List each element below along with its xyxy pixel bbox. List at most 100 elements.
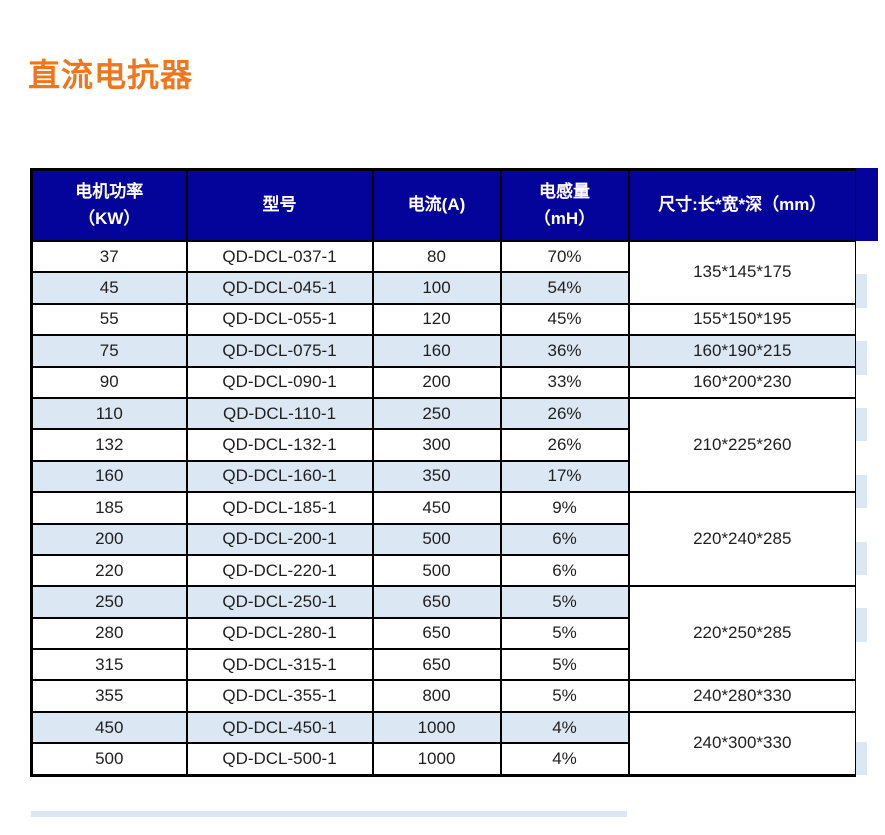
power-cell: 185 xyxy=(30,491,188,525)
model-cell: QD-DCL-055-1 xyxy=(185,302,374,337)
model-cell: QD-DCL-132-1 xyxy=(185,428,374,462)
current-cell: 80 xyxy=(371,239,502,274)
size-cell: 155*150*195 xyxy=(627,302,858,337)
current-cell: 300 xyxy=(371,428,502,462)
power-cell: 450 xyxy=(30,710,188,745)
header-model-label: 型号 xyxy=(262,195,297,215)
table-row: 200 QD-DCL-200-1 500 6% xyxy=(30,522,857,556)
inductance-cell: 5% xyxy=(499,679,630,713)
fragment-row-sliver xyxy=(856,241,867,275)
header-cell-inductance: 电感量 （mH） xyxy=(499,168,630,242)
cropped-next-row-fragment xyxy=(31,811,627,817)
spec-table-body: 37 QD-DCL-037-1 80 70% 135*145*175 45 QD-DCL-0… xyxy=(30,239,858,777)
power-cell: 160 xyxy=(30,459,188,494)
inductance-cell: 5% xyxy=(499,616,630,651)
current-cell: 500 xyxy=(371,522,502,556)
fragment-row-sliver xyxy=(856,574,867,609)
inductance-cell: 6% xyxy=(499,553,630,588)
table-row: 132 QD-DCL-132-1 300 26% xyxy=(30,428,857,462)
current-cell: 1000 xyxy=(371,742,502,777)
inductance-cell: 26% xyxy=(499,396,630,431)
inductance-cell: 5% xyxy=(499,585,630,619)
page-title: 直流电抗器 xyxy=(28,57,194,93)
cropped-next-column-fragment xyxy=(856,168,882,809)
model-cell: QD-DCL-220-1 xyxy=(185,553,374,588)
power-cell: 280 xyxy=(30,616,188,651)
fragment-row-sliver xyxy=(856,775,867,809)
current-cell: 350 xyxy=(371,459,502,494)
model-cell: QD-DCL-110-1 xyxy=(185,396,374,431)
header-cell-current: 电流(A) xyxy=(371,168,502,242)
fragment-row-sliver xyxy=(856,374,867,408)
power-cell: 110 xyxy=(30,396,188,431)
size-cell: 135*145*175 xyxy=(627,240,858,305)
table-row: 280 QD-DCL-280-1 650 5% xyxy=(30,616,857,651)
size-cell: 240*280*330 xyxy=(627,679,858,713)
table-row: 250 QD-DCL-250-1 650 5% 220*250*285 xyxy=(30,585,858,682)
table-row: 185 QD-DCL-185-1 450 9% 220*240*285 xyxy=(30,491,858,588)
model-cell: QD-DCL-500-1 xyxy=(185,742,374,777)
fragment-row-sliver xyxy=(856,608,867,642)
model-cell: QD-DCL-280-1 xyxy=(185,616,374,651)
table-row: 355 QD-DCL-355-1 800 5% 240*280*330 xyxy=(30,679,858,713)
table-row: 315 QD-DCL-315-1 650 5% xyxy=(30,648,857,682)
current-cell: 250 xyxy=(371,396,502,431)
current-cell: 650 xyxy=(371,648,502,682)
current-cell: 650 xyxy=(371,616,502,651)
table-row: 37 QD-DCL-037-1 80 70% 135*145*175 xyxy=(30,239,858,305)
current-cell: 120 xyxy=(371,302,502,337)
model-cell: QD-DCL-037-1 xyxy=(185,239,374,274)
size-cell: 240*300*330 xyxy=(627,710,858,777)
model-cell: QD-DCL-090-1 xyxy=(185,365,374,399)
spec-table: 电机功率 （KW） 型号 电流(A) 电感量 （mH） 尺寸:长*宽*深（mm）… xyxy=(30,168,858,777)
power-cell: 132 xyxy=(30,428,188,462)
power-cell: 250 xyxy=(30,585,188,619)
fragment-row-sliver xyxy=(856,407,867,442)
inductance-cell: 54% xyxy=(499,271,630,305)
current-cell: 100 xyxy=(371,271,502,305)
inductance-cell: 36% xyxy=(499,334,630,368)
table-row: 55 QD-DCL-055-1 120 45% 155*150*195 xyxy=(30,302,858,337)
power-cell: 45 xyxy=(30,271,188,305)
power-cell: 55 xyxy=(30,302,188,337)
header-power-line2: （KW） xyxy=(78,208,141,228)
fragment-row-sliver xyxy=(856,474,867,509)
header-cell-size: 尺寸:长*宽*深（mm） xyxy=(627,168,858,242)
fragment-row-sliver xyxy=(856,274,867,308)
inductance-cell: 5% xyxy=(499,648,630,682)
model-cell: QD-DCL-075-1 xyxy=(185,334,374,368)
fragment-row-sliver xyxy=(856,307,867,342)
model-cell: QD-DCL-160-1 xyxy=(185,459,374,494)
power-cell: 500 xyxy=(30,742,188,777)
model-cell: QD-DCL-200-1 xyxy=(185,522,374,556)
table-row: 220 QD-DCL-220-1 500 6% xyxy=(30,553,857,588)
model-cell: QD-DCL-450-1 xyxy=(185,710,374,745)
current-cell: 1000 xyxy=(371,710,502,745)
size-cell: 220*250*285 xyxy=(627,585,858,682)
fragment-row-sliver xyxy=(856,341,867,375)
size-cell: 160*190*215 xyxy=(627,334,858,368)
power-cell: 315 xyxy=(30,648,188,682)
inductance-cell: 45% xyxy=(499,302,630,337)
current-cell: 200 xyxy=(371,365,502,399)
inductance-cell: 6% xyxy=(499,522,630,556)
inductance-cell: 17% xyxy=(499,459,630,494)
current-cell: 500 xyxy=(371,553,502,588)
header-current-label: 电流(A) xyxy=(407,195,466,215)
power-cell: 200 xyxy=(30,522,188,556)
inductance-cell: 4% xyxy=(499,742,630,777)
header-row: 电机功率 （KW） 型号 电流(A) 电感量 （mH） 尺寸:长*宽*深（mm） xyxy=(30,168,858,242)
table-row: 450 QD-DCL-450-1 1000 4% 240*300*330 xyxy=(30,710,858,777)
fragment-row-sliver xyxy=(856,541,867,575)
inductance-cell: 26% xyxy=(499,428,630,462)
current-cell: 450 xyxy=(371,491,502,525)
model-cell: QD-DCL-250-1 xyxy=(185,585,374,619)
power-cell: 90 xyxy=(30,365,188,399)
inductance-cell: 70% xyxy=(499,239,630,274)
header-power-line1: 电机功率 xyxy=(75,182,144,202)
header-cell-model: 型号 xyxy=(185,168,374,242)
power-cell: 220 xyxy=(30,553,188,588)
table-row: 500 QD-DCL-500-1 1000 4% xyxy=(30,742,857,777)
fragment-row-sliver xyxy=(856,441,867,475)
model-cell: QD-DCL-185-1 xyxy=(185,491,374,525)
